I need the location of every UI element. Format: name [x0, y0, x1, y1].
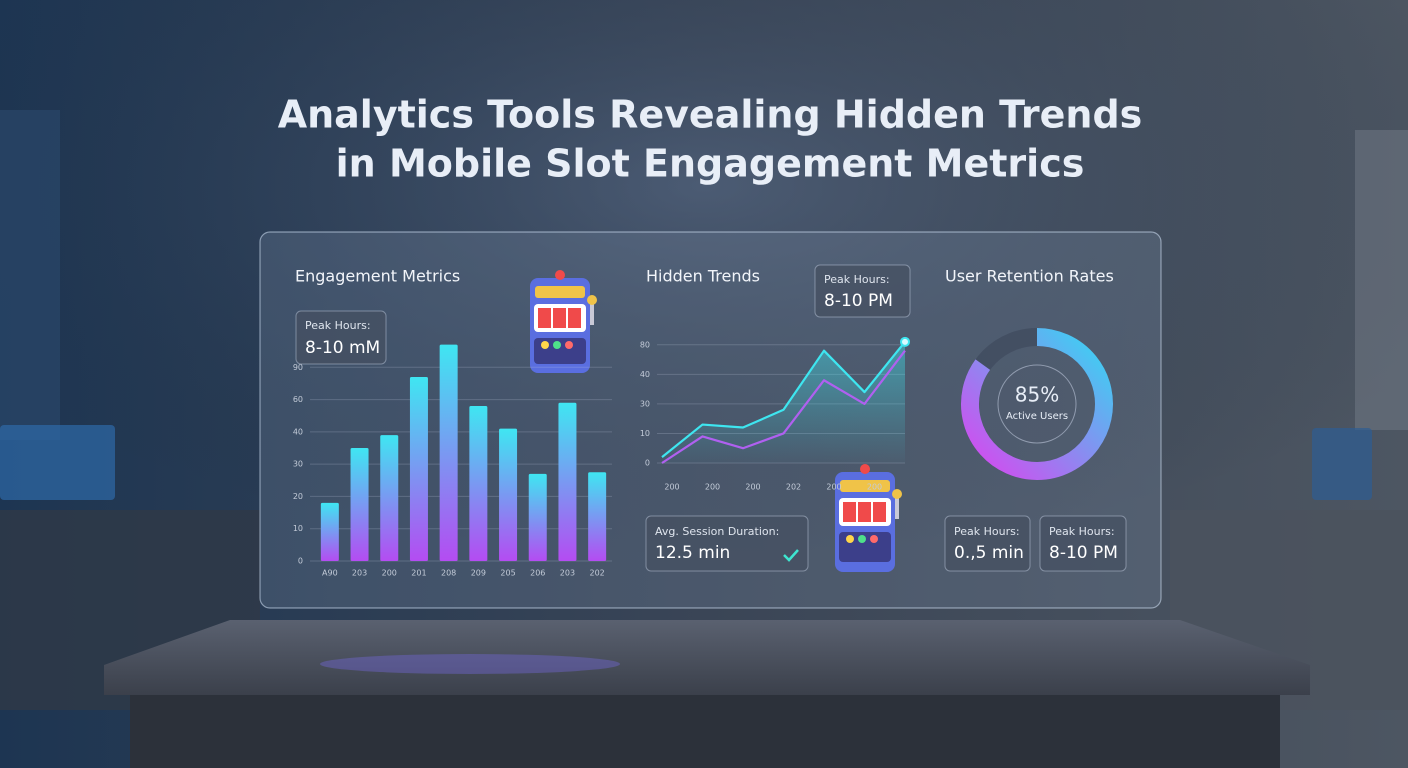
line-series — [661, 350, 906, 464]
chart-title: User Retention Rates — [945, 267, 1114, 286]
donut-arc — [961, 328, 1113, 480]
window — [1355, 130, 1408, 430]
bar — [528, 473, 547, 561]
desk-front — [130, 695, 1280, 768]
x-tick-label: 209 — [471, 569, 486, 578]
x-tick-label: 203 — [560, 569, 575, 578]
card-label: Peak Hours: — [1049, 525, 1115, 538]
y-tick-label: 40 — [293, 427, 303, 436]
callout-box — [295, 310, 387, 365]
bar — [558, 402, 577, 561]
chart-title: Engagement Metrics — [295, 267, 460, 286]
slot-machine-icon — [530, 270, 597, 373]
x-tick-label: 206 — [530, 569, 545, 578]
x-tick-label: 200 — [826, 483, 841, 492]
bar — [499, 428, 518, 561]
card-value: 0.,5 min — [954, 543, 1024, 563]
monitor — [1312, 428, 1372, 500]
callout-box — [814, 264, 911, 318]
line-series — [661, 341, 906, 458]
x-tick-label: 205 — [500, 569, 515, 578]
callout-label: Peak Hours: — [824, 273, 890, 286]
x-tick-label: 202 — [786, 483, 801, 492]
line-end-point — [900, 336, 910, 347]
card-value: 12.5 min — [655, 543, 730, 563]
x-tick-label: 200 — [705, 483, 720, 492]
x-tick-label: 200 — [664, 483, 679, 492]
y-tick-label: 40 — [640, 370, 650, 379]
callout-value: 8-10 PM — [824, 291, 893, 311]
y-tick-label: 30 — [640, 399, 650, 408]
monitor — [0, 425, 115, 500]
donut-center-label: Active Users — [1006, 411, 1068, 422]
y-tick-label: 10 — [293, 524, 303, 533]
donut-value-label: 85% — [1015, 383, 1059, 407]
slot-machine-icon — [835, 464, 902, 572]
bar — [320, 502, 339, 561]
bar — [588, 472, 607, 561]
y-tick-label: 20 — [293, 492, 303, 501]
y-tick-label: 30 — [293, 460, 303, 469]
desk — [104, 620, 1310, 695]
callout-label: Peak Hours: — [305, 319, 371, 332]
bar — [350, 448, 369, 561]
card-value: 8-10 PM — [1049, 543, 1118, 563]
page-title: Analytics Tools Revealing Hidden Trends — [278, 93, 1143, 137]
x-tick-label: 200 — [745, 483, 760, 492]
info-card — [645, 515, 809, 572]
y-tick-label: 90 — [293, 363, 303, 372]
y-tick-label: 0 — [298, 557, 303, 566]
info-card — [944, 515, 1031, 572]
x-tick-label: 203 — [352, 569, 367, 578]
x-tick-label: 200 — [867, 483, 882, 492]
donut-inner — [997, 364, 1077, 444]
x-tick-label: 200 — [382, 569, 397, 578]
page-title: in Mobile Slot Engagement Metrics — [336, 142, 1085, 186]
x-tick-label: 202 — [590, 569, 605, 578]
x-tick-label: 208 — [441, 569, 456, 578]
card-label: Avg. Session Duration: — [655, 525, 779, 538]
bar — [469, 406, 488, 561]
callout-value: 8-10 mM — [305, 338, 380, 358]
bar — [409, 376, 428, 561]
x-tick-label: A90 — [322, 569, 338, 578]
info-card — [1039, 515, 1127, 572]
y-tick-label: 60 — [293, 395, 303, 404]
y-tick-label: 10 — [640, 429, 650, 438]
bar — [380, 435, 399, 561]
bar — [439, 344, 458, 561]
window — [0, 110, 60, 440]
card-label: Peak Hours: — [954, 525, 1020, 538]
y-tick-label: 80 — [640, 340, 650, 349]
desk-glow — [320, 654, 620, 674]
x-tick-label: 201 — [411, 569, 426, 578]
y-tick-label: 0 — [645, 459, 650, 468]
chart-title: Hidden Trends — [646, 267, 760, 286]
check-icon — [783, 549, 799, 562]
